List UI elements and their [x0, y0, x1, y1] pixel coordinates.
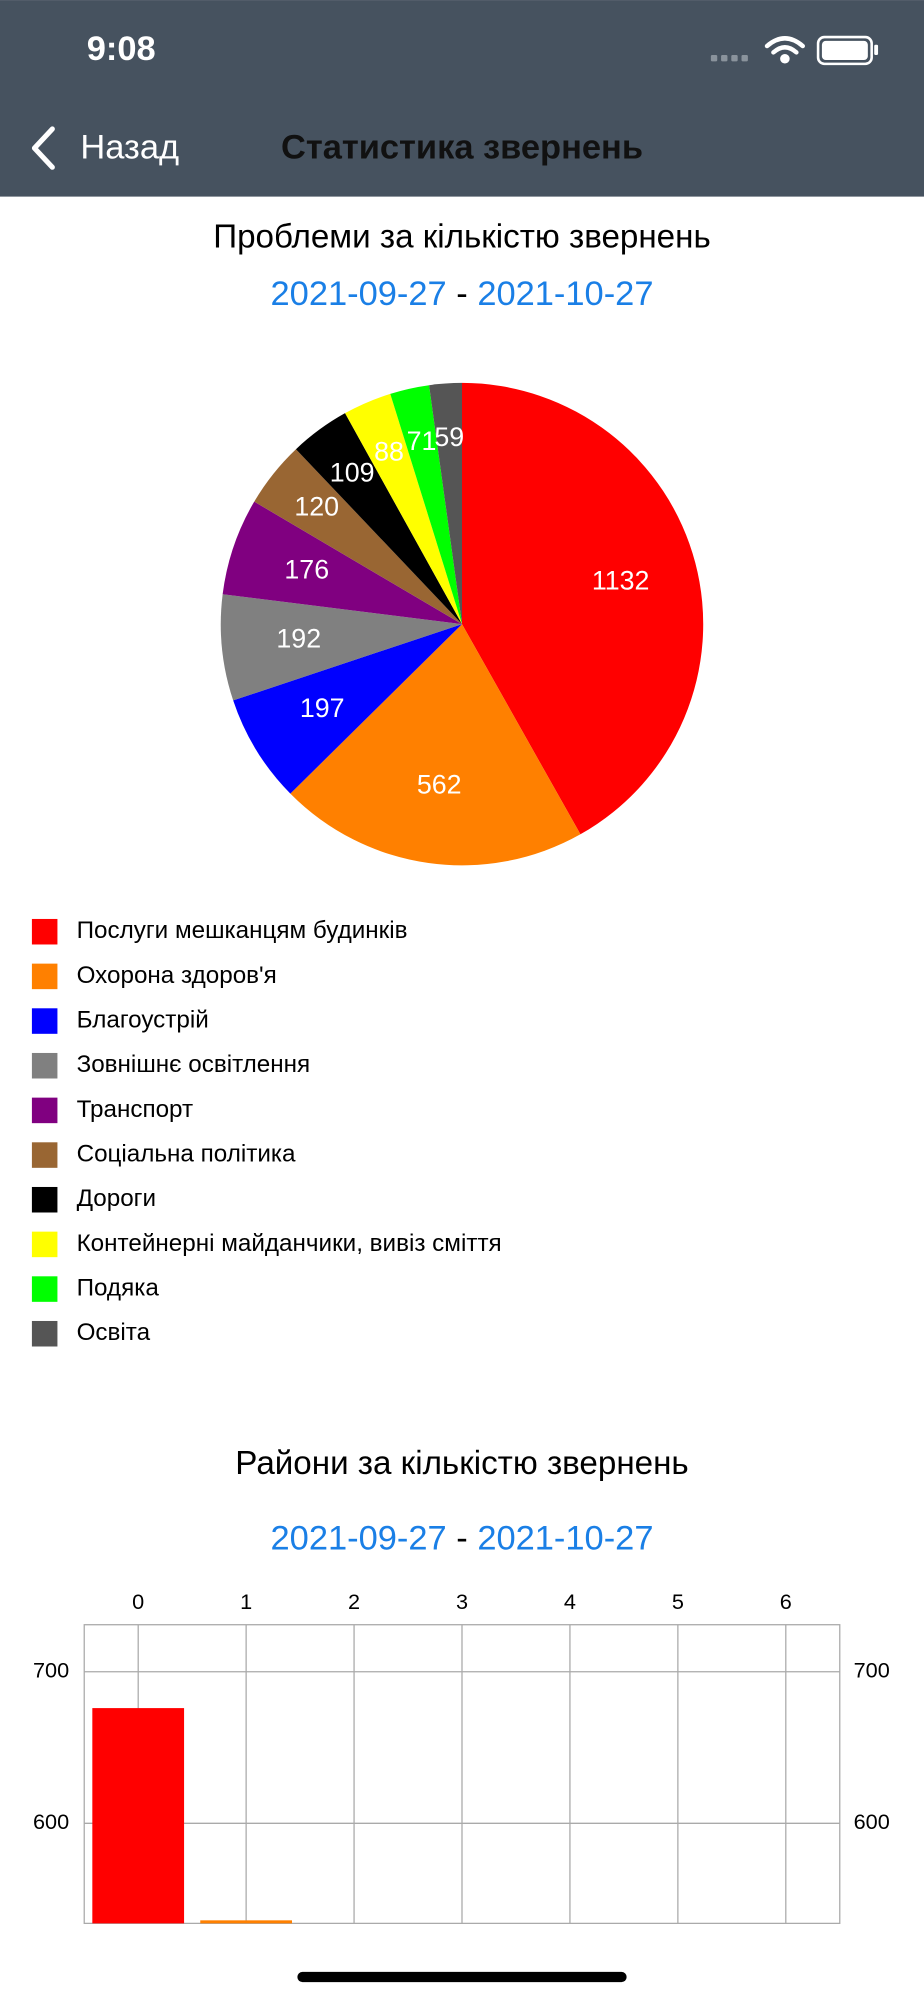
battery-icon	[816, 35, 879, 66]
signal-icon	[710, 54, 748, 62]
slice-label: 71	[407, 426, 437, 456]
legend-label: Подяка	[77, 1274, 160, 1301]
legend-swatch	[31, 918, 58, 945]
legend-label: Контейнерні майданчики, вивіз сміття	[77, 1230, 502, 1257]
x-tick-label: 1	[240, 1589, 252, 1614]
date-separator: -	[456, 275, 467, 313]
legend-swatch	[31, 1008, 58, 1034]
pie-slice	[390, 385, 462, 625]
slice-label: 197	[300, 693, 345, 723]
slice-label: 109	[330, 457, 375, 487]
legend-label: Послуги мешканцям будинків	[77, 917, 408, 944]
date-to[interactable]: 2021-10-27	[477, 275, 653, 313]
chart-title: Райони за кількістю звернень	[235, 1445, 688, 1482]
x-tick-label: 5	[672, 1589, 684, 1614]
date-from[interactable]: 2021-09-27	[271, 1520, 447, 1558]
wifi-icon	[764, 36, 805, 64]
legend-swatch	[31, 1231, 58, 1258]
slice-label: 176	[284, 554, 329, 584]
legend-swatch	[31, 1052, 58, 1079]
legend-label: Освіта	[77, 1319, 151, 1346]
pie-slice	[429, 382, 462, 625]
legend-label: Соціальна політика	[77, 1140, 296, 1167]
date-range: 2021-09-27 - 2021-10-27	[271, 1520, 654, 1558]
back-button[interactable]: Назад	[80, 128, 179, 166]
pie-slice	[220, 594, 462, 701]
legend-swatch	[31, 1186, 58, 1213]
back-chevron[interactable]	[31, 126, 55, 170]
y-tick-label: 700	[33, 1657, 69, 1682]
legend-swatch	[31, 1097, 58, 1124]
pie-slice	[222, 501, 462, 625]
legend-label: Охорона здоров'я	[77, 962, 277, 989]
pie-slice	[295, 413, 462, 625]
slice-label: 59	[434, 422, 464, 452]
status-time: 9:08	[87, 30, 156, 68]
legend-label: Транспорт	[77, 1096, 194, 1123]
legend-swatch	[31, 1320, 58, 1347]
x-tick-label: 2	[348, 1589, 360, 1614]
y-tick-label: 600	[33, 1809, 69, 1834]
x-tick-label: 4	[564, 1589, 576, 1614]
legend-label: Благоустрій	[77, 1006, 209, 1033]
slice-label: 562	[417, 770, 462, 800]
header-bg	[0, 0, 924, 197]
pie-slice	[254, 449, 462, 625]
pie-slice	[233, 624, 462, 794]
x-tick-label: 6	[780, 1589, 792, 1614]
legend-swatch	[31, 1142, 58, 1168]
date-separator: -	[456, 1520, 467, 1558]
legend-swatch	[31, 963, 58, 990]
pie-slice	[290, 624, 581, 866]
y2-tick-label: 700	[854, 1657, 890, 1682]
x-tick-label: 3	[456, 1589, 468, 1614]
x-tick-label: 0	[132, 1589, 144, 1614]
chart-title: Проблеми за кількістю звернень	[213, 218, 710, 255]
y2-tick-label: 600	[854, 1809, 890, 1834]
legend-label: Дороги	[77, 1185, 157, 1212]
nav-title: Статистика звернень	[281, 128, 643, 166]
bar	[200, 1920, 293, 1924]
date-to[interactable]: 2021-10-27	[477, 1520, 653, 1558]
pie-slice	[345, 393, 462, 625]
legend-label: Зовнішнє освітлення	[77, 1051, 311, 1078]
legend-swatch	[31, 1276, 58, 1302]
slice-label: 88	[374, 436, 404, 466]
slice-label: 120	[294, 492, 339, 522]
slice-label: 192	[276, 623, 321, 653]
date-from[interactable]: 2021-09-27	[271, 275, 447, 313]
date-range: 2021-09-27 - 2021-10-27	[271, 275, 654, 313]
pie-slice	[462, 382, 704, 835]
bar	[92, 1708, 185, 1924]
slice-label: 1132	[592, 566, 650, 596]
home-indicator	[297, 1971, 627, 1983]
